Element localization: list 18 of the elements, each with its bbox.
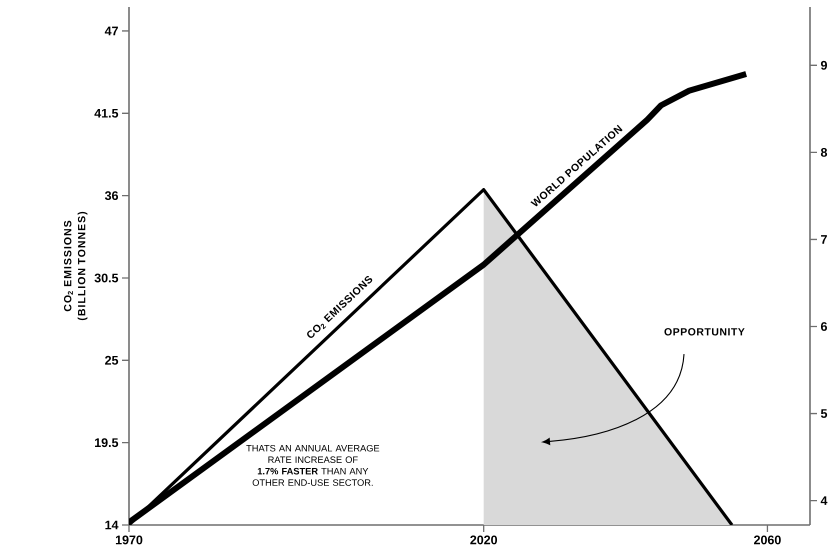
annotation: OPPORTUNITY <box>664 328 745 336</box>
y-tick-label: 19.5 <box>95 438 118 448</box>
x-tick-label: 1970 <box>116 536 142 544</box>
annotation: THATS AN ANNUAL AVERAGE RATE INCREASE OF 1.7% FASTER THAN ANY OTHER END-USE SECTOR. <box>246 444 380 486</box>
y-tick-label: 41.5 <box>94 108 118 118</box>
y-tick-label: 14 <box>105 520 118 530</box>
y-tick-label: 30.5 <box>94 274 118 282</box>
y2-tick-label: 8 <box>820 148 828 157</box>
y2-tick-label: 5 <box>820 409 828 418</box>
y-tick-label: 25 <box>105 356 118 365</box>
y-tick-label: 36 <box>104 191 118 200</box>
y2-tick-label: 6 <box>820 322 827 331</box>
x-tick-label: 2020 <box>470 536 498 544</box>
x-tick-label: 2060 <box>754 536 781 544</box>
y2-tick-label: 7 <box>821 235 827 244</box>
y2-tick-label: 4 <box>820 496 828 505</box>
y-tick-label: 47 <box>104 26 118 36</box>
y2-tick-label: 9 <box>820 60 827 70</box>
